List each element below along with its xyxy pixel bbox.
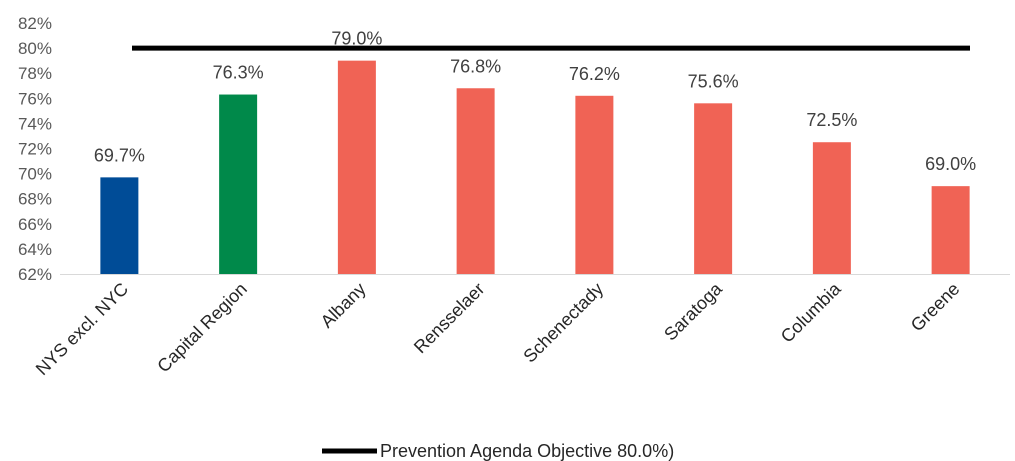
y-tick-label: 80% <box>18 39 52 58</box>
y-axis: 62% 64% 66% 68% 70% 72% 74% 76% 78% 80% 82% <box>18 14 52 284</box>
y-tick-label: 82% <box>18 14 52 33</box>
data-labels: 69.7% 76.3% 79.0% 76.8% 76.2% 75.6% 72.5% 69.0% <box>94 29 976 174</box>
y-tick-label: 74% <box>18 114 52 133</box>
y-tick-label: 68% <box>18 190 52 209</box>
category-label: Rensselaer <box>410 279 489 358</box>
category-label: NYS excl. NYC <box>32 279 132 379</box>
bar <box>100 177 139 274</box>
bars <box>100 60 970 275</box>
data-label: 76.2% <box>569 64 620 84</box>
category-label: Saratoga <box>660 278 726 344</box>
y-tick-label: 78% <box>18 64 52 83</box>
y-tick-label: 66% <box>18 215 52 234</box>
bar <box>219 94 258 274</box>
bar <box>694 103 733 274</box>
data-label: 76.8% <box>450 56 501 76</box>
legend: Prevention Agenda Objective 80.0%) <box>322 441 674 461</box>
category-label: Capital Region <box>153 279 251 377</box>
data-label: 79.0% <box>331 29 382 49</box>
bar <box>337 60 376 275</box>
y-tick-label: 72% <box>18 140 52 159</box>
category-label: Albany <box>317 279 370 332</box>
y-tick-label: 62% <box>18 265 52 284</box>
bar <box>812 142 851 274</box>
data-label: 75.6% <box>688 71 739 91</box>
data-label: 72.5% <box>806 110 857 130</box>
data-label: 69.0% <box>925 154 976 174</box>
y-tick-label: 70% <box>18 165 52 184</box>
bar <box>575 95 614 274</box>
category-labels: NYS excl. NYC Capital Region Albany Renssel… <box>32 278 964 379</box>
data-label: 69.7% <box>94 145 145 165</box>
category-label: Columbia <box>777 278 846 347</box>
category-label: Schenectady <box>519 279 607 367</box>
bar <box>931 186 970 274</box>
category-label: Greene <box>907 279 964 336</box>
y-tick-label: 64% <box>18 240 52 259</box>
bar <box>456 88 495 274</box>
y-tick-label: 76% <box>18 89 52 108</box>
data-label: 76.3% <box>213 63 264 83</box>
legend-label-objective: Prevention Agenda Objective 80.0%) <box>380 441 674 461</box>
